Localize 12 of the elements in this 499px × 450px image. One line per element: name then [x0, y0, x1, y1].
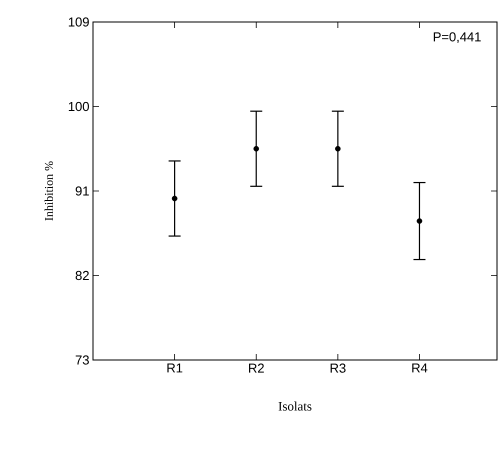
y-tick-label: 109: [68, 17, 89, 27]
annotation: P=0,441: [434, 32, 481, 43]
y-tick-label: 82: [76, 270, 89, 280]
y-tick-label: 73: [76, 355, 89, 365]
y-tick-label: 100: [68, 102, 89, 112]
y-tick-label: 91: [76, 186, 89, 196]
y-axis-title: Inhibition %: [44, 161, 54, 221]
x-tick-label: R3: [330, 364, 346, 373]
x-tick-label: R2: [249, 364, 264, 373]
x-axis-title: Isolats: [278, 402, 312, 411]
x-tick-label: R1: [167, 364, 182, 372]
x-tick-label: R4: [412, 364, 428, 372]
